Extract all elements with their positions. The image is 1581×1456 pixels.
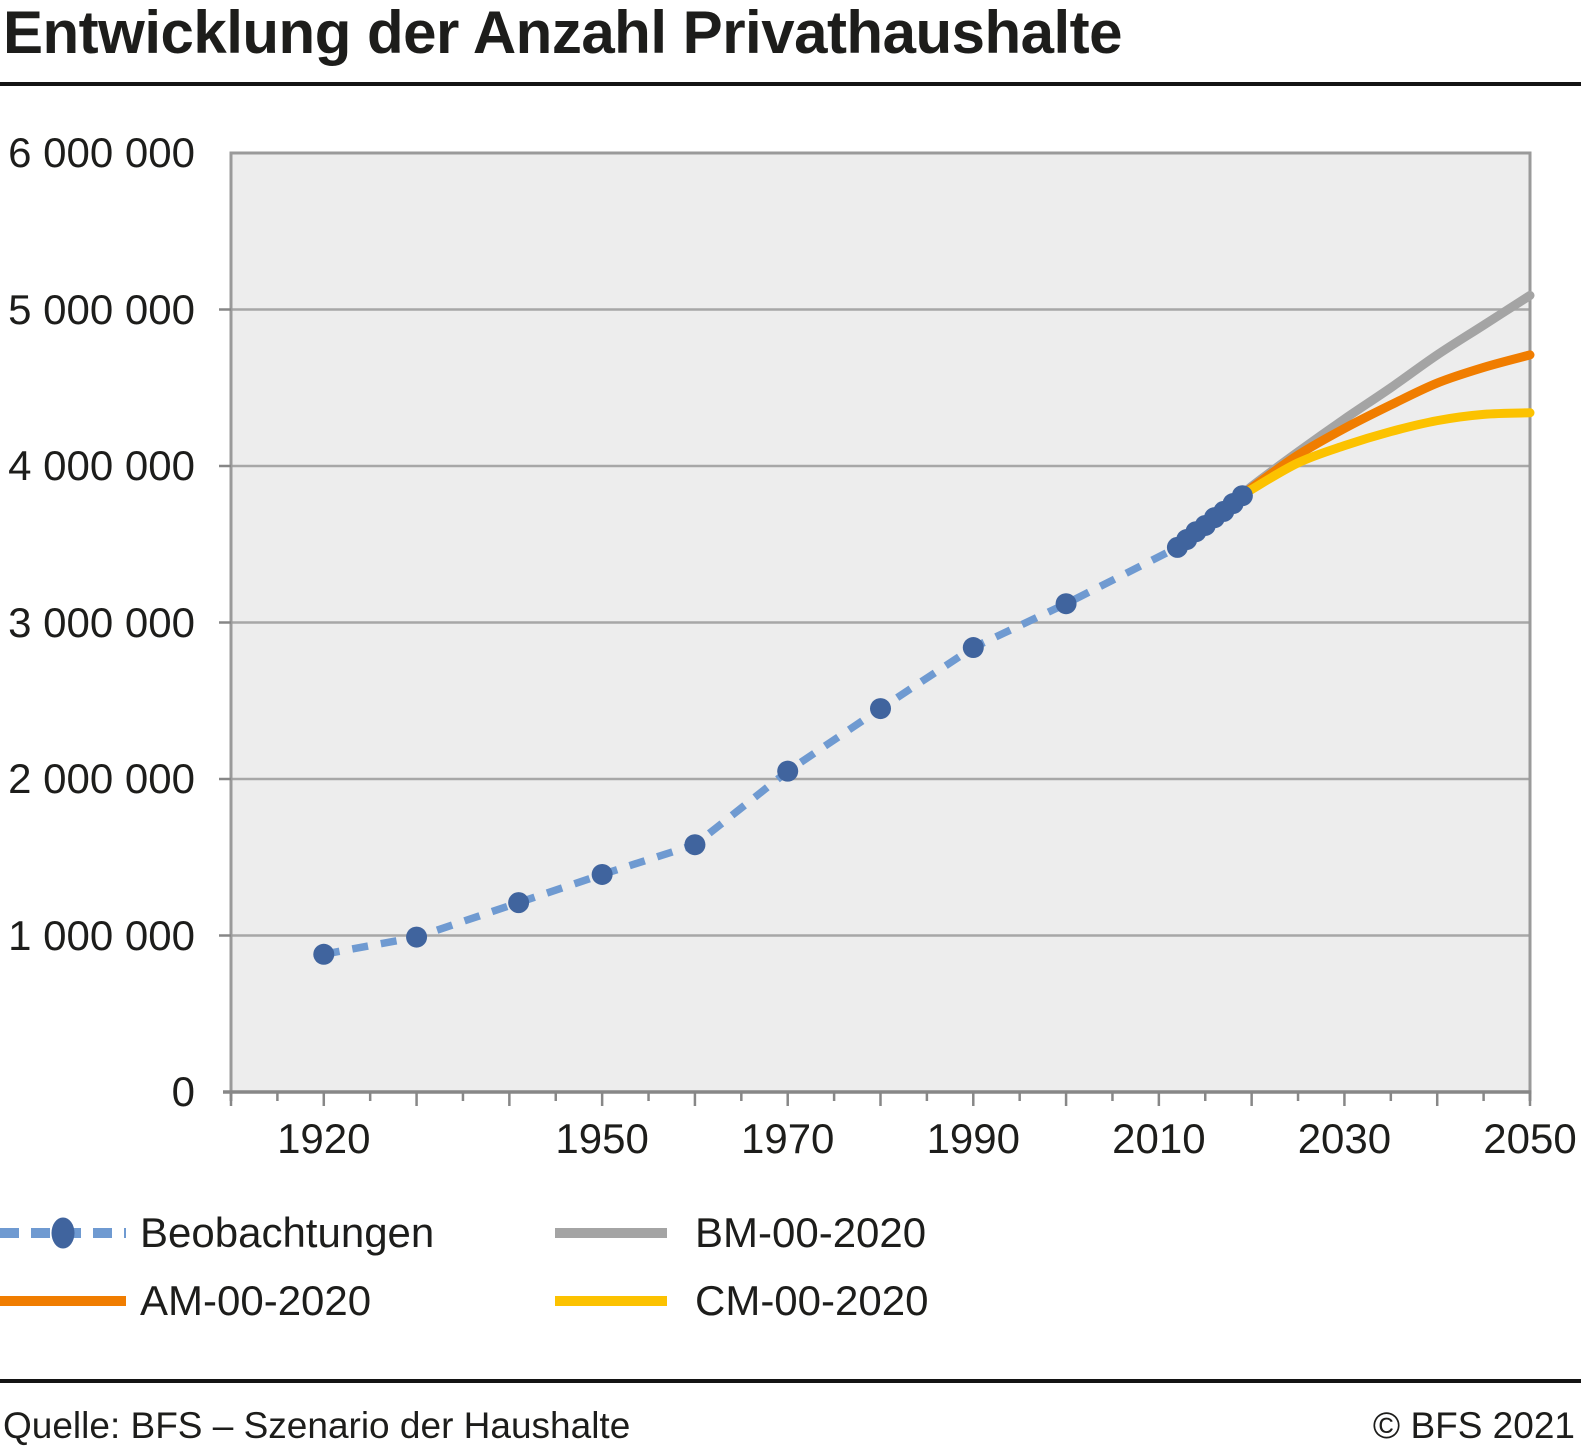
observation-point [1231, 485, 1253, 507]
legend-label: BM-00-2020 [695, 1209, 927, 1256]
legend-item-am-00-2020: AM-00-2020 [0, 1279, 371, 1323]
observation-point [1055, 593, 1077, 615]
observation-point [684, 834, 706, 856]
observation-point [406, 926, 428, 948]
legend-swatch-beobachtungen [0, 1217, 126, 1249]
observation-point [591, 863, 613, 885]
y-axis-label: 6 000 000 [8, 129, 195, 176]
title-rule [0, 82, 1581, 86]
x-axis-label: 1970 [740, 1115, 835, 1162]
legend-item-cm-00-2020: CM-00-2020 [555, 1279, 928, 1323]
x-axis-label: 2050 [1483, 1115, 1577, 1162]
legend-item-bm-00-2020: BM-00-2020 [555, 1211, 926, 1255]
y-axis-label: 2 000 000 [8, 755, 195, 802]
x-axis-label: 1990 [926, 1115, 1020, 1162]
footer-copyright: © BFS 2021 [1372, 1405, 1575, 1446]
y-axis-label: 4 000 000 [8, 442, 195, 489]
y-axis-label: 5 000 000 [8, 285, 195, 333]
legend-swatch-am-00-2020 [0, 1296, 126, 1306]
series-cm-00-2020-line [1237, 408, 1535, 501]
legend-label: AM-00-2020 [140, 1277, 372, 1324]
y-axis-label: 1 000 000 [8, 911, 195, 959]
x-axis-label: 2010 [1112, 1115, 1206, 1162]
x-axis-label: 1920 [277, 1115, 371, 1162]
legend-swatch-cm-00-2020 [555, 1296, 667, 1306]
legend-label: CM-00-2020 [695, 1277, 929, 1324]
observation-point [962, 637, 984, 659]
x-axis-label: 1950 [555, 1115, 649, 1162]
legend-swatch-bm-00-2020 [555, 1228, 667, 1238]
y-axis-label: 3 000 000 [8, 598, 195, 646]
observation-point [777, 760, 799, 782]
legend-label: Beobachtungen [140, 1209, 435, 1256]
footer-rule [0, 1379, 1581, 1383]
chart-title: Entwicklung der Anzahl Privathaushalte [3, 0, 1123, 66]
observation-point [508, 892, 530, 914]
x-axis-label: 2030 [1297, 1115, 1392, 1162]
observation-point [313, 943, 335, 965]
legend-item-beobachtungen: Beobachtungen [0, 1211, 434, 1255]
footer-source: Quelle: BFS – Szenario der Haushalte [3, 1405, 631, 1446]
observation-point [870, 698, 891, 720]
y-axis-label: 0 [171, 1068, 195, 1115]
